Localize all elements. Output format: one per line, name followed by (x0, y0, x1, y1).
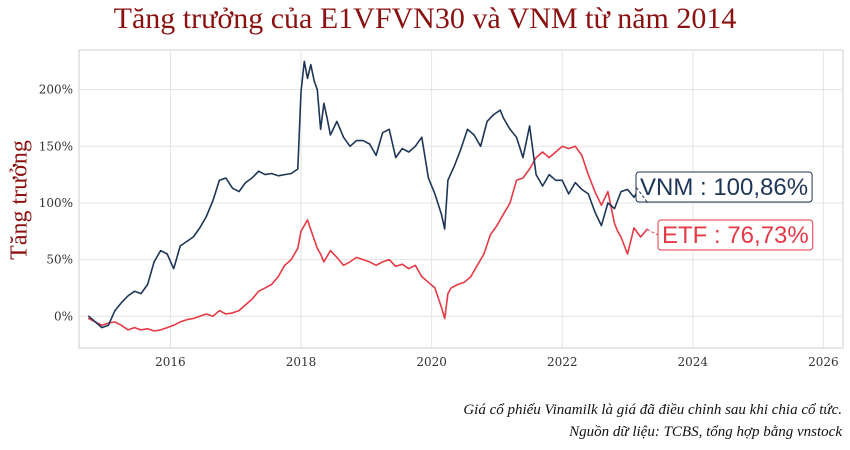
line-chart: 0%50%100%150%200% 2016 2018 2020 2022 2024 20… (39, 49, 844, 369)
y-tick-label: 0% (54, 309, 73, 323)
y-tick-label: 100% (39, 196, 73, 210)
y-tick-label: 50% (46, 253, 73, 267)
x-tick-label: 2018 (286, 355, 317, 369)
x-tick-label: 2024 (678, 355, 709, 369)
series-line-etf (88, 145, 648, 332)
end-label-vnm: VNM : 100,86% (635, 171, 813, 203)
x-tick-label: 2016 (155, 355, 186, 369)
end-label-connector-etf (646, 228, 659, 236)
x-tick-label: 2026 (808, 355, 839, 369)
x-tick-label: 2022 (547, 355, 578, 369)
chart-title: Tăng trưởng của E1VFVN30 và VNM từ năm 2… (113, 2, 737, 35)
footer-note: Giá cổ phiếu Vinamilk là giá đã điều chỉ… (463, 402, 842, 418)
x-tick-label: 2020 (416, 355, 447, 369)
x-tick-labels: 2016 2018 2020 2022 2024 2026 (155, 355, 839, 369)
end-label-connector-vnm (635, 186, 648, 203)
end-labels: VNM : 100,86% ETF : 76,73% (635, 171, 814, 251)
footer-source: Nguồn dữ liệu: TCBS, tổng hợp bằng vnsto… (569, 424, 842, 440)
end-label-text-vnm: VNM : 100,86% (640, 174, 808, 201)
y-tick-label: 150% (39, 139, 73, 153)
end-label-etf: ETF : 76,73% (646, 219, 814, 251)
y-tick-labels: 0% 50% 100% 150% 200% (39, 83, 73, 324)
end-label-text-etf: ETF : 76,73% (662, 222, 809, 249)
series-line-vnm (88, 60, 648, 329)
y-tick-label: 200% (39, 83, 73, 97)
end-label-box-vnm (635, 171, 813, 203)
series-lines (88, 60, 648, 332)
